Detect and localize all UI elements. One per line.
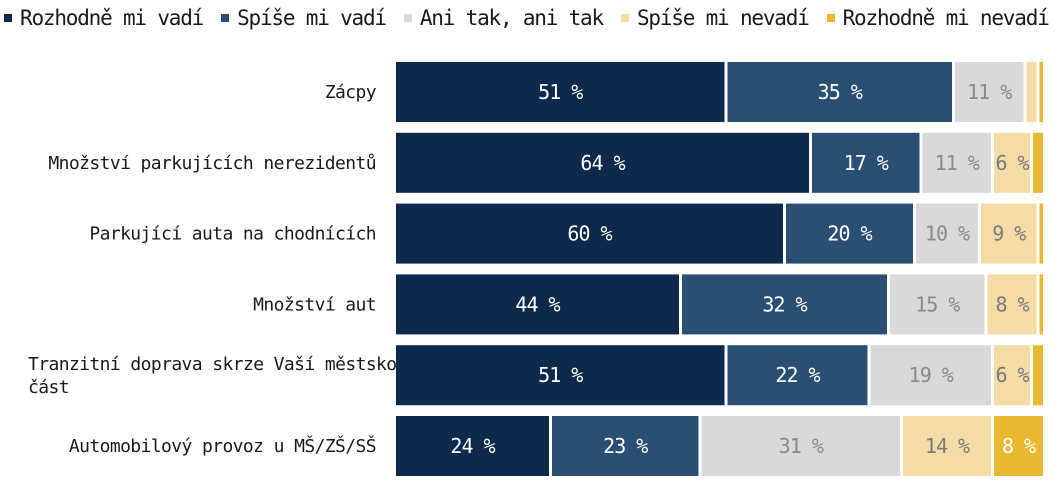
data-label: 60 %	[567, 222, 612, 246]
data-label: 64 %	[580, 151, 625, 175]
data-label: 51 %	[538, 363, 583, 387]
data-label: 8 %	[995, 292, 1029, 316]
data-label: 23 %	[603, 434, 648, 458]
legend-item: Rozhodně mi vadí	[4, 6, 204, 30]
bar-segment	[812, 132, 920, 193]
legend-label: Rozhodně mi nevadí	[842, 6, 1050, 30]
category-label: Množství aut	[253, 294, 376, 315]
category-label: Zácpy	[325, 82, 377, 103]
bar-segment	[1033, 132, 1043, 193]
bar-segment	[727, 62, 952, 122]
bar-segment	[1033, 345, 1043, 406]
bar-segment	[916, 203, 978, 264]
category-label: Automobilový provoz u MŠ/ZŠ/SŠ	[69, 435, 376, 457]
legend-swatch	[403, 14, 412, 22]
bar-segment	[1039, 62, 1043, 122]
category-label-line: část	[28, 377, 69, 398]
legend-swatch	[620, 14, 629, 22]
category-label: Množství parkujících nerezidentů	[48, 153, 376, 174]
bar-segment	[552, 416, 699, 476]
data-label: 9 %	[992, 222, 1026, 246]
data-label: 20 %	[827, 222, 872, 246]
category-label-line: Zácpy	[325, 82, 377, 103]
bar-segment	[890, 274, 985, 335]
data-label: 11 %	[967, 80, 1012, 104]
bar-segment	[1039, 274, 1043, 335]
data-label: 19 %	[909, 363, 954, 387]
category-label-line: Množství parkujících nerezidentů	[48, 153, 376, 174]
legend: Rozhodně mi vadí Spíše mi vadí Ani tak, an…	[0, 4, 1064, 32]
bar-segment	[955, 62, 1024, 122]
bar-segment	[727, 345, 868, 406]
bar-segment	[396, 203, 783, 264]
bar-segment	[994, 345, 1030, 406]
category-label: Tranzitní doprava skrze Vaší městskou čás…	[28, 354, 407, 398]
data-label: 10 %	[925, 222, 970, 246]
data-label: 8 %	[1002, 434, 1036, 458]
legend-label: Rozhodně mi vadí	[20, 6, 204, 30]
bar-segment	[994, 416, 1043, 476]
data-label: 35 %	[818, 80, 863, 104]
category-label-line: Množství aut	[253, 294, 376, 315]
bar-segment	[1026, 62, 1037, 122]
bar-segment	[1039, 203, 1043, 264]
legend-item: Ani tak, ani tak	[403, 6, 604, 30]
data-label: 11 %	[935, 151, 980, 175]
data-label: 6 %	[995, 151, 1029, 175]
legend-swatch	[221, 14, 230, 22]
data-label: 24 %	[450, 434, 495, 458]
bar-segment	[981, 203, 1037, 264]
bar-segment	[701, 416, 900, 476]
legend-swatch	[4, 14, 12, 22]
bar-segment	[922, 132, 991, 193]
data-label: 32 %	[762, 292, 807, 316]
bar-segment	[396, 62, 725, 122]
data-label: 44 %	[515, 292, 560, 316]
legend-label: Ani tak, ani tak	[419, 6, 604, 30]
bar-segment	[870, 345, 991, 406]
bar-segment	[903, 416, 991, 476]
bar-segment	[396, 416, 549, 476]
data-label: 14 %	[925, 434, 970, 458]
category-label-line: Tranzitní doprava skrze Vaší městskou	[28, 354, 407, 375]
category-label: Parkující auta na chodnících	[89, 224, 376, 245]
data-label: 51 %	[538, 80, 583, 104]
data-label: 22 %	[775, 363, 820, 387]
legend-item: Rozhodně mi nevadí	[826, 6, 1050, 30]
data-label: 6 %	[995, 363, 1029, 387]
legend-item: Spíše mi vadí	[221, 6, 387, 30]
category-label-line: Automobilový provoz u MŠ/ZŠ/SŠ	[69, 435, 376, 457]
legend-item: Spíše mi nevadí	[620, 6, 810, 30]
data-label: 31 %	[779, 434, 824, 458]
bar-segment	[786, 203, 913, 264]
bar-segment	[994, 132, 1030, 193]
category-label-line: Parkující auta na chodnících	[89, 224, 376, 245]
data-label: 15 %	[915, 292, 960, 316]
bar-segment	[682, 274, 887, 335]
legend-label: Spíše mi vadí	[237, 6, 387, 30]
legend-swatch	[826, 14, 835, 22]
bar-segment	[396, 345, 725, 406]
bar-segment	[396, 132, 809, 193]
legend-label: Spíše mi nevadí	[636, 6, 810, 30]
bar-segment	[987, 274, 1037, 335]
bar-segment	[396, 274, 679, 335]
data-label: 17 %	[844, 151, 889, 175]
